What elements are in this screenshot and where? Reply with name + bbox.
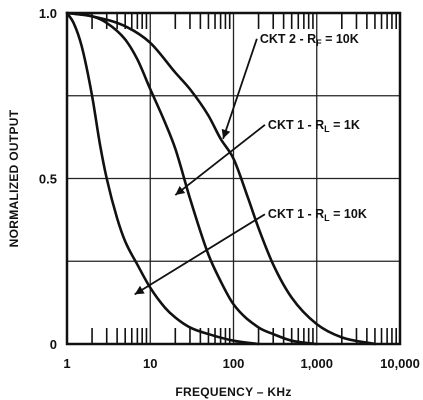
tick-labels: 1 10 100 1,000 10,000 0 0.5 1.0 xyxy=(39,6,420,371)
x-tick-label: 1 xyxy=(63,356,70,371)
annotations: CKT 2 - RF = 10K CKT 1 - RL = 1K CKT 1 - R… xyxy=(134,32,367,296)
y-tick-label: 0.5 xyxy=(39,172,57,187)
grid xyxy=(67,13,400,344)
annotation-arrowhead xyxy=(175,185,186,196)
annotation-arrow-line xyxy=(134,213,266,296)
annotation-arrowhead xyxy=(134,285,145,295)
y-tick-label: 1.0 xyxy=(39,6,57,21)
x-tick-label: 10,000 xyxy=(380,356,420,371)
series-line-1 xyxy=(65,11,260,346)
series-line-2 xyxy=(65,11,319,346)
x-tick-label: 10 xyxy=(143,356,157,371)
annotation-label-2: CKT 1 - RL = 1K xyxy=(268,118,360,134)
series-line-3 xyxy=(65,11,377,346)
annotation-arrow-line xyxy=(222,38,258,140)
x-tick-label: 100 xyxy=(223,356,245,371)
x-axis-title: FREQUENCY – KHz xyxy=(175,385,291,399)
y-tick-label: 0 xyxy=(50,337,57,352)
y-axis-title: NORMALIZED OUTPUT xyxy=(7,109,21,247)
x-tick-label: 1,000 xyxy=(300,356,333,371)
plot-frame xyxy=(65,11,402,346)
annotation-arrowhead xyxy=(221,128,231,139)
annotation-label-1: CKT 1 - RL = 10K xyxy=(268,207,367,223)
annotation-label-3: CKT 2 - RF = 10K xyxy=(260,32,359,48)
series-lines xyxy=(65,11,377,346)
annotation-arrow-line xyxy=(174,124,266,196)
